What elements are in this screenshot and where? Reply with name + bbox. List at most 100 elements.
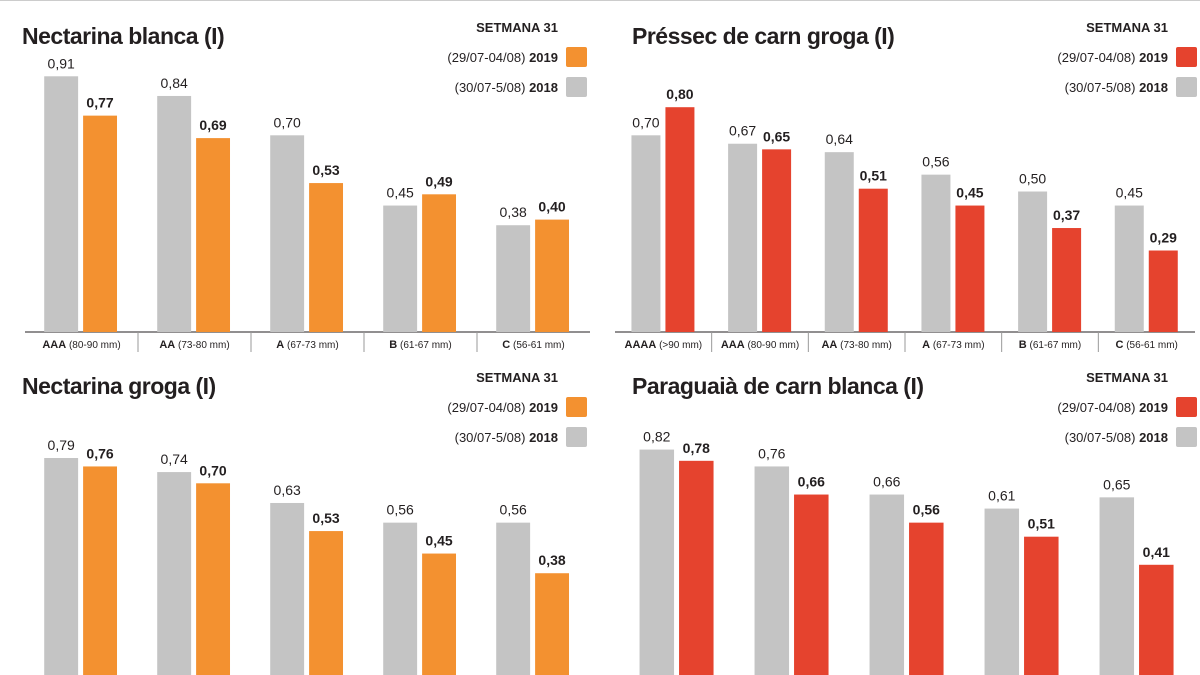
bar xyxy=(921,174,951,332)
legend-swatch xyxy=(566,427,587,447)
value-label: 0,56 xyxy=(500,502,527,518)
x-tick-label: AA (73-80 mm) xyxy=(821,339,891,351)
legend-title: SETMANA 31 xyxy=(476,370,558,385)
category-code: AAAA xyxy=(625,339,657,351)
bar xyxy=(44,76,79,332)
value-label: 0,50 xyxy=(1019,171,1046,187)
value-label: 0,91 xyxy=(48,55,75,71)
bar xyxy=(869,494,905,675)
category-code: AA xyxy=(159,339,175,351)
x-tick-label: AAA (80-90 mm) xyxy=(721,339,799,351)
legend-entry: (30/07-5/08) 2018 xyxy=(455,80,558,95)
bar xyxy=(44,458,79,675)
category-note: (56-61 mm) xyxy=(513,340,565,351)
legend-swatch xyxy=(1176,47,1197,67)
value-label: 0,45 xyxy=(956,185,983,201)
category-code: C xyxy=(502,339,510,351)
bar xyxy=(1052,228,1082,332)
value-label: 0,74 xyxy=(161,451,188,467)
legend-period: (30/07-5/08) xyxy=(1065,80,1136,95)
legend-swatch xyxy=(1176,427,1197,447)
bar xyxy=(157,472,192,675)
value-label: 0,66 xyxy=(873,474,900,490)
legend-name: 2018 xyxy=(1139,80,1168,95)
value-label: 0,56 xyxy=(922,154,949,170)
category-note: (61-67 mm) xyxy=(1030,340,1082,351)
legend-swatch xyxy=(566,397,587,417)
legend-swatch xyxy=(1176,77,1197,97)
bar xyxy=(496,225,531,332)
value-label: 0,84 xyxy=(161,75,188,91)
value-label: 0,41 xyxy=(1143,544,1170,560)
legend-period: (29/07-04/08) xyxy=(447,50,525,65)
value-label: 0,67 xyxy=(729,123,756,139)
value-label: 0,29 xyxy=(1150,230,1177,246)
legend-swatch xyxy=(566,47,587,67)
chart-title: Nectarina blanca (I) xyxy=(22,23,224,49)
chart-title: Paraguaià de carn blanca (I) xyxy=(632,373,924,399)
value-label: 0,61 xyxy=(988,488,1015,504)
legend-swatch xyxy=(566,77,587,97)
bar xyxy=(309,531,344,675)
bar xyxy=(679,460,714,675)
bar xyxy=(157,95,192,333)
value-label: 0,79 xyxy=(48,437,75,453)
value-label: 0,49 xyxy=(425,173,452,189)
value-label: 0,56 xyxy=(387,502,414,518)
category-note: (56-61 mm) xyxy=(1126,340,1178,351)
value-label: 0,66 xyxy=(798,474,825,490)
bar xyxy=(1139,564,1174,675)
x-tick-label: A (67-73 mm) xyxy=(922,339,984,351)
x-tick-label: B (61-67 mm) xyxy=(1019,339,1081,351)
legend-name: 2018 xyxy=(529,430,558,445)
bar xyxy=(196,138,231,332)
bar xyxy=(535,573,570,675)
legend-name: 2018 xyxy=(529,80,558,95)
value-label: 0,51 xyxy=(860,168,887,184)
bar xyxy=(1024,536,1059,675)
category-note: (61-67 mm) xyxy=(400,340,452,351)
legend-period: (29/07-04/08) xyxy=(1057,400,1135,415)
value-label: 0,63 xyxy=(274,482,301,498)
bar xyxy=(270,135,305,332)
value-label: 0,76 xyxy=(86,445,113,461)
category-note: (67-73 mm) xyxy=(287,340,339,351)
bar xyxy=(858,188,888,332)
category-code: A xyxy=(922,339,930,351)
x-tick-label: C (56-61 mm) xyxy=(502,339,564,351)
value-label: 0,45 xyxy=(387,185,414,201)
bar xyxy=(309,183,344,332)
category-code: C xyxy=(1115,339,1123,351)
bar xyxy=(955,205,985,332)
category-code: A xyxy=(276,339,284,351)
value-label: 0,53 xyxy=(312,162,339,178)
legend-entry: (29/07-04/08) 2019 xyxy=(447,50,558,65)
chart-title: Nectarina groga (I) xyxy=(22,373,216,399)
legend-period: (30/07-5/08) xyxy=(455,80,526,95)
bar xyxy=(422,194,457,332)
x-tick-label: B (61-67 mm) xyxy=(389,339,451,351)
legend-entry: (30/07-5/08) 2018 xyxy=(1065,80,1168,95)
category-note: (80-90 mm) xyxy=(747,340,799,351)
category-note: (67-73 mm) xyxy=(933,340,985,351)
value-label: 0,65 xyxy=(1103,476,1130,492)
bar xyxy=(824,152,854,332)
x-tick-label: AA (73-80 mm) xyxy=(159,339,229,351)
bar xyxy=(496,522,531,675)
value-label: 0,56 xyxy=(913,502,940,518)
bar xyxy=(196,483,231,675)
value-label: 0,76 xyxy=(758,445,785,461)
bar xyxy=(1114,205,1144,332)
category-code: AAA xyxy=(721,339,745,351)
legend-name: 2018 xyxy=(1139,430,1168,445)
value-label: 0,45 xyxy=(425,533,452,549)
bar xyxy=(270,502,305,675)
value-label: 0,38 xyxy=(500,204,527,220)
value-label: 0,70 xyxy=(274,114,301,130)
legend-period: (30/07-5/08) xyxy=(1065,430,1136,445)
legend-title: SETMANA 31 xyxy=(1086,370,1168,385)
bar xyxy=(754,466,790,675)
category-code: B xyxy=(1019,339,1027,351)
legend-entry: (29/07-04/08) 2019 xyxy=(447,400,558,415)
